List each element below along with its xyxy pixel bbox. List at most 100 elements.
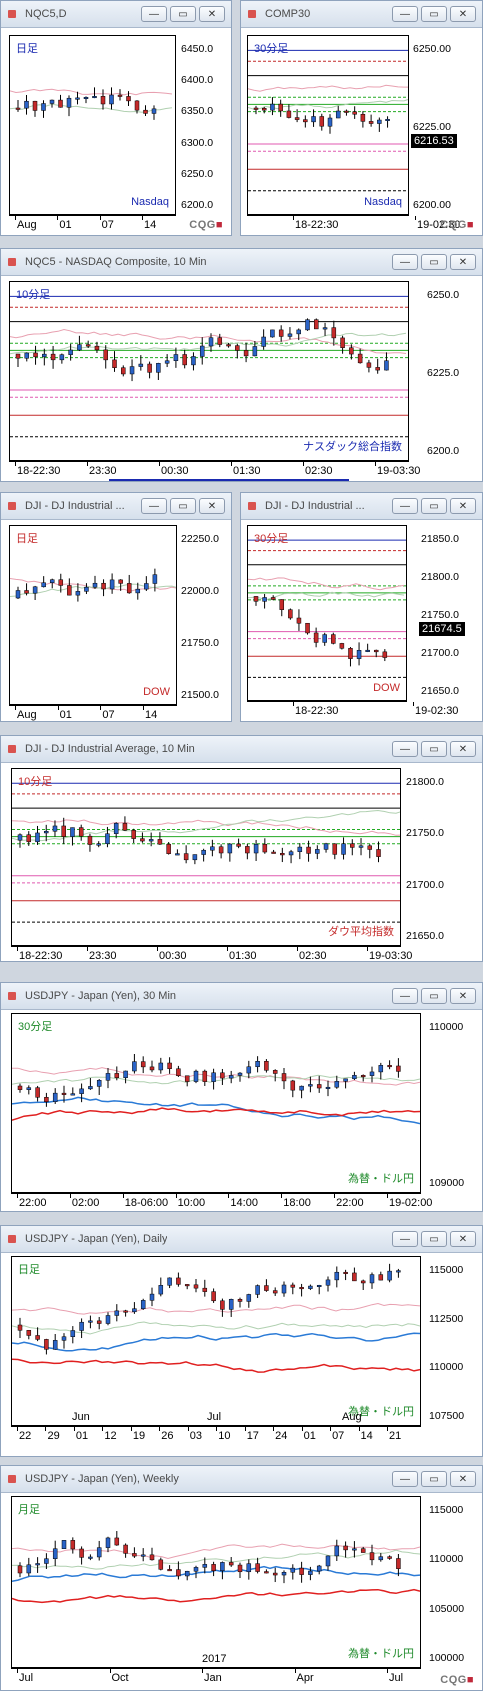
window-title: NQC5,D: [25, 8, 67, 20]
titlebar[interactable]: USDJPY - Japan (Yen), 30 Min — ▭ ✕: [1, 983, 482, 1010]
plot-area[interactable]: 月足 為替・ドル円 2017: [11, 1496, 421, 1668]
minimize-button[interactable]: —: [392, 254, 418, 270]
close-button[interactable]: ✕: [450, 254, 476, 270]
titlebar[interactable]: DJI - DJ Industrial ... — ▭ ✕: [1, 493, 231, 520]
candle-body: [67, 585, 72, 596]
plot-area[interactable]: 10分足 ダウ平均指数: [11, 768, 401, 946]
titlebar[interactable]: NQC5,D — ▭ ✕: [1, 1, 231, 28]
window-dji-daily[interactable]: DJI - DJ Industrial ... — ▭ ✕ 日足 DOW 22250.0 22…: [0, 492, 232, 722]
candle-body: [384, 360, 389, 371]
window-title: DJI - DJ Industrial ...: [265, 500, 365, 512]
close-button[interactable]: ✕: [450, 1231, 476, 1247]
moving-average-line: [12, 1321, 420, 1335]
minimize-button[interactable]: —: [141, 6, 167, 22]
plot-area[interactable]: 30分足 Nasdaq: [247, 35, 409, 215]
minimize-button[interactable]: —: [392, 1231, 418, 1247]
titlebar[interactable]: DJI - DJ Industrial Average, 10 Min — ▭ ✕: [1, 736, 482, 763]
candle-body: [79, 1548, 84, 1558]
candle-body: [378, 1274, 384, 1281]
maximize-button[interactable]: ▭: [421, 254, 447, 270]
plot-area[interactable]: 日足 為替・ドル円 Jun Jul Aug: [11, 1256, 421, 1426]
y-tick-label: 21700.0: [406, 878, 444, 891]
window-nqc5-10min[interactable]: NQC5 - NASDAQ Composite, 10 Min — ▭ ✕ 10分足 ナス…: [0, 248, 483, 482]
candle-body: [52, 1548, 58, 1559]
window-nqc5-daily[interactable]: NQC5,D — ▭ ✕ 日足 Nasdaq 6450.0 6400.0 6350.0 6300.…: [0, 0, 232, 236]
window-comp30[interactable]: COMP30 — ▭ ✕ 30分足 Nasdaq 6250.00 6225.00 6200.00…: [240, 0, 483, 236]
x-tick-label: 18-06:00: [124, 1197, 169, 1209]
plot-area[interactable]: 30分足 DOW: [247, 525, 407, 701]
close-button[interactable]: ✕: [450, 988, 476, 1004]
x-tick: [142, 216, 143, 220]
titlebar[interactable]: USDJPY - Japan (Yen), Daily — ▭ ✕: [1, 1226, 482, 1253]
plot-area[interactable]: 10分足 ナスダック総合指数: [9, 281, 409, 461]
x-tick-label: 18-22:30: [19, 950, 63, 962]
maximize-button[interactable]: ▭: [421, 1231, 447, 1247]
titlebar[interactable]: COMP30 — ▭ ✕: [241, 1, 482, 28]
titlebar[interactable]: NQC5 - NASDAQ Composite, 10 Min — ▭ ✕: [1, 249, 482, 276]
candle-body: [32, 100, 38, 111]
close-button[interactable]: ✕: [199, 6, 225, 22]
x-tick: [122, 1194, 124, 1198]
x-tick-label: 22:00: [19, 1197, 47, 1209]
window-usdjpy-weekly[interactable]: USDJPY - Japan (Yen), Weekly — ▭ ✕ 月足 為替・ドル円 2…: [0, 1465, 483, 1691]
close-button[interactable]: ✕: [450, 1471, 476, 1487]
window-dji-10min[interactable]: DJI - DJ Industrial Average, 10 Min — ▭ ✕ 10…: [0, 735, 483, 962]
maximize-button[interactable]: ▭: [421, 741, 447, 757]
x-tick-label: Jul: [389, 1672, 404, 1684]
candle-body: [208, 337, 214, 347]
maximize-button[interactable]: ▭: [170, 6, 196, 22]
plot-area[interactable]: 日足 Nasdaq: [9, 35, 176, 215]
close-button[interactable]: ✕: [450, 741, 476, 757]
minimize-button[interactable]: —: [392, 988, 418, 1004]
close-button[interactable]: ✕: [450, 498, 476, 514]
candle-body: [253, 843, 259, 854]
close-button[interactable]: ✕: [450, 6, 476, 22]
close-button[interactable]: ✕: [199, 498, 225, 514]
y-axis: 6250.00 6225.00 6200.00: [413, 35, 480, 215]
candle-body: [299, 1567, 304, 1575]
candle-body: [126, 96, 131, 102]
titlebar[interactable]: USDJPY - Japan (Yen), Weekly — ▭ ✕: [1, 1466, 482, 1493]
candle-body: [365, 649, 370, 652]
candle-body: [132, 1061, 137, 1072]
candle-body: [331, 634, 336, 644]
candle-body: [271, 851, 276, 854]
candle-body: [103, 349, 108, 361]
x-tick: [87, 462, 88, 466]
minimize-button[interactable]: —: [392, 498, 418, 514]
plot-area[interactable]: 日足 DOW: [9, 525, 177, 705]
x-tick: [293, 216, 294, 220]
maximize-button[interactable]: ▭: [421, 6, 447, 22]
maximize-button[interactable]: ▭: [170, 498, 196, 514]
y-tick-label: 6225.00: [413, 121, 451, 133]
candle-body: [113, 823, 119, 834]
candle-body: [164, 360, 170, 364]
maximize-button[interactable]: ▭: [421, 1471, 447, 1487]
x-period-label: Aug: [342, 1411, 362, 1423]
candle-body: [369, 1552, 375, 1561]
window-usdjpy-daily[interactable]: USDJPY - Japan (Yen), Daily — ▭ ✕ 日足 為替・ドル円 Ju…: [0, 1225, 483, 1457]
minimize-button[interactable]: —: [141, 498, 167, 514]
candle-body: [325, 1279, 331, 1286]
maximize-button[interactable]: ▭: [421, 498, 447, 514]
timeframe-label: 日足: [18, 1264, 40, 1276]
maximize-button[interactable]: ▭: [421, 988, 447, 1004]
plot-area[interactable]: 30分足 為替・ドル円: [11, 1013, 421, 1193]
x-tick-label: 19-02:30: [415, 705, 459, 717]
titlebar[interactable]: DJI - DJ Industrial ... — ▭ ✕: [241, 493, 482, 520]
x-tick: [216, 1427, 218, 1431]
minimize-button[interactable]: —: [392, 1471, 418, 1487]
x-tick: [303, 462, 304, 466]
candle-body: [121, 367, 126, 375]
x-tick: [387, 1669, 388, 1673]
candle-body: [126, 583, 132, 594]
candle-body: [299, 1085, 304, 1091]
window-dji-30min[interactable]: DJI - DJ Industrial ... — ▭ ✕ 30分足 DOW 21850.0…: [240, 492, 483, 722]
minimize-button[interactable]: —: [392, 741, 418, 757]
minimize-button[interactable]: —: [392, 6, 418, 22]
x-tick-label: 07: [332, 1430, 345, 1442]
y-tick-label: 107500: [429, 1410, 465, 1422]
chart-icon: [248, 502, 256, 510]
candle-body: [378, 1065, 384, 1073]
window-usdjpy-30min[interactable]: USDJPY - Japan (Yen), 30 Min — ▭ ✕ 30分足 為替・ドル…: [0, 982, 483, 1212]
